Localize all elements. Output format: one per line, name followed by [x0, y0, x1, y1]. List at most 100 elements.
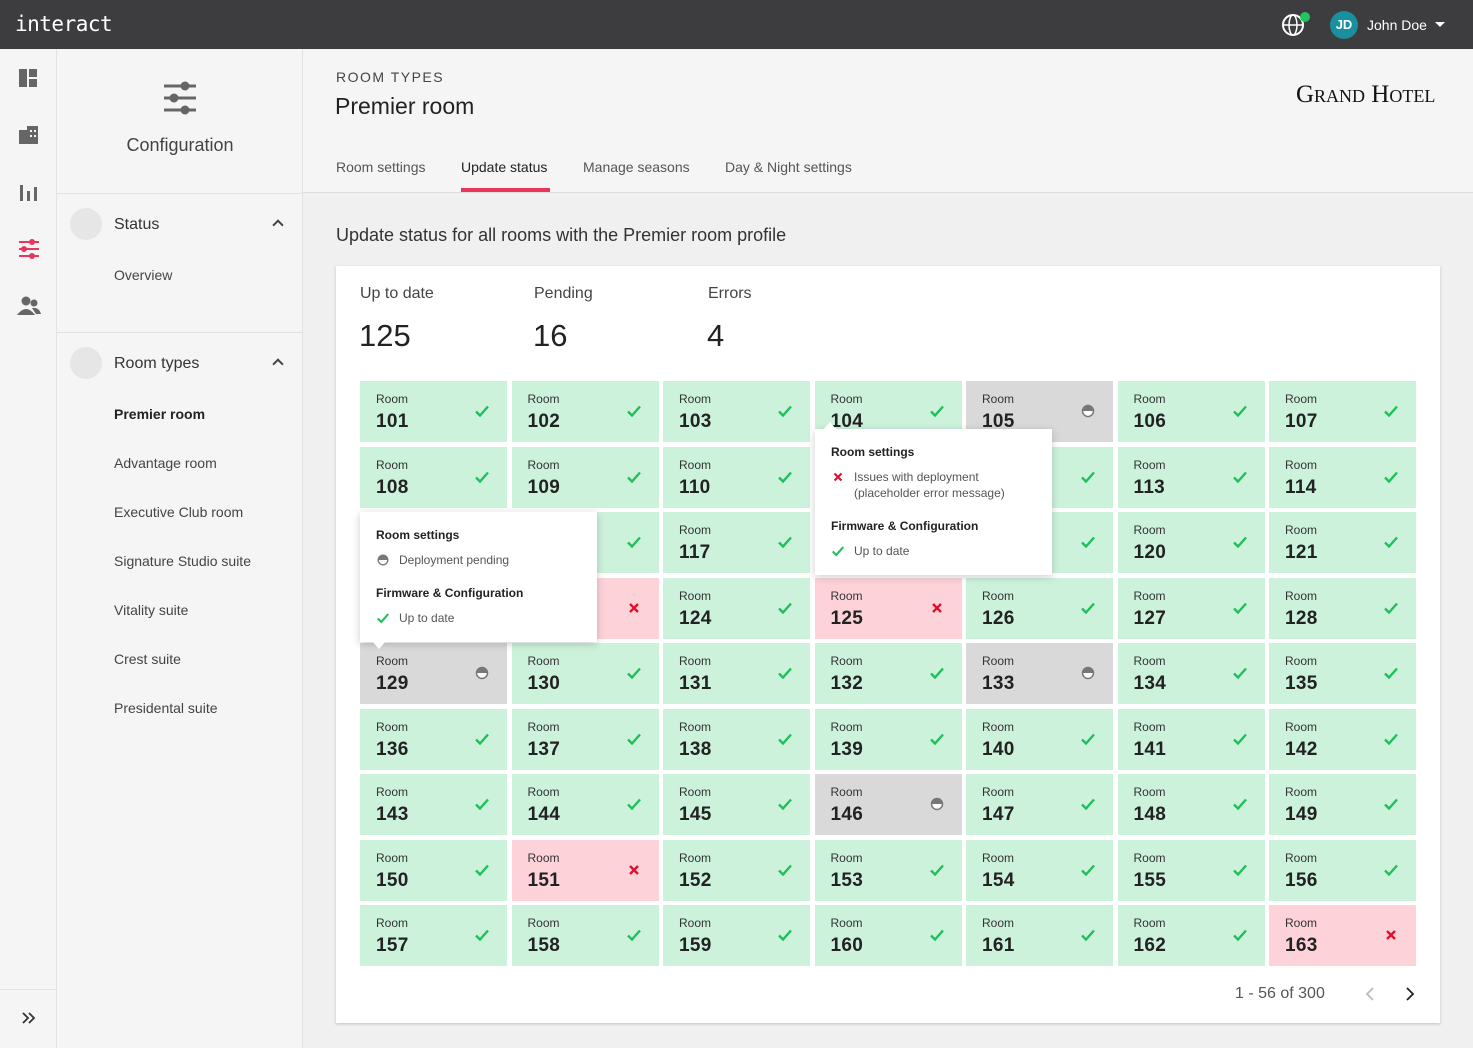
section-title[interactable]: Status	[114, 216, 159, 234]
room-cell[interactable]: Room130	[512, 643, 659, 704]
room-label: Room	[376, 851, 408, 865]
room-cell[interactable]: Room109	[512, 447, 659, 508]
sidebar-item[interactable]: Premier room	[114, 406, 205, 422]
room-number: 160	[831, 935, 864, 957]
sidebar-item[interactable]: Executive Club room	[114, 504, 243, 520]
room-cell[interactable]: Room135	[1269, 643, 1416, 704]
room-cell[interactable]: Room107	[1269, 381, 1416, 442]
room-cell[interactable]: Room127	[1118, 578, 1265, 639]
pending-icon	[1080, 665, 1096, 681]
config-icon[interactable]	[18, 238, 40, 260]
building-icon[interactable]	[18, 124, 40, 146]
room-cell[interactable]: Room145	[663, 774, 810, 835]
room-cell[interactable]: Room154	[966, 840, 1113, 901]
room-cell[interactable]: Room138	[663, 709, 810, 770]
room-cell[interactable]: Room101	[360, 381, 507, 442]
room-cell[interactable]: Room162	[1118, 905, 1265, 966]
tab[interactable]: Room settings	[336, 159, 425, 175]
room-cell[interactable]: Room141	[1118, 709, 1265, 770]
sidebar-item[interactable]: Vitality suite	[114, 602, 188, 618]
chevron[interactable]	[272, 358, 283, 369]
room-cell[interactable]: Room110	[663, 447, 810, 508]
tooltip-row: Up to date	[831, 543, 1036, 559]
room-cell[interactable]: Room129	[360, 643, 507, 704]
room-cell[interactable]: Room153	[815, 840, 962, 901]
room-cell[interactable]: Room157	[360, 905, 507, 966]
section-title[interactable]: Room types	[114, 355, 199, 373]
room-cell[interactable]: Room132	[815, 643, 962, 704]
room-cell[interactable]: Room161	[966, 905, 1113, 966]
room-cell[interactable]: Room151	[512, 840, 659, 901]
room-cell[interactable]: Room126	[966, 578, 1113, 639]
room-cell[interactable]: Room137	[512, 709, 659, 770]
room-cell[interactable]: Room156	[1269, 840, 1416, 901]
room-cell[interactable]: Room150	[360, 840, 507, 901]
room-number: 134	[1134, 673, 1167, 695]
room-number: 121	[1285, 542, 1318, 564]
tab[interactable]: Manage seasons	[583, 159, 690, 175]
room-label: Room	[1134, 785, 1166, 799]
sidebar-item[interactable]: Presidental suite	[114, 700, 218, 716]
check-icon	[626, 927, 642, 943]
caret[interactable]	[1434, 21, 1446, 29]
page-header: ROOM TYPES Premier room Grand Hotel Room…	[303, 49, 1473, 193]
stat-value: 16	[533, 318, 567, 354]
prev-page[interactable]	[1364, 987, 1376, 1001]
room-cell[interactable]: Room133	[966, 643, 1113, 704]
room-cell[interactable]: Room143	[360, 774, 507, 835]
tab[interactable]: Day & Night settings	[725, 159, 852, 175]
room-cell[interactable]: Room128	[1269, 578, 1416, 639]
sidebar-item[interactable]: Advantage room	[114, 455, 217, 471]
room-cell[interactable]: Room152	[663, 840, 810, 901]
avatar[interactable]: JD	[1330, 11, 1358, 39]
room-cell[interactable]: Room140	[966, 709, 1113, 770]
room-cell[interactable]: Room106	[1118, 381, 1265, 442]
room-cell[interactable]: Room131	[663, 643, 810, 704]
room-cell[interactable]: Room102	[512, 381, 659, 442]
room-cell[interactable]: Room136	[360, 709, 507, 770]
dashboard-icon[interactable]	[18, 67, 40, 89]
room-label: Room	[679, 523, 711, 537]
room-cell[interactable]: Room117	[663, 512, 810, 573]
stat-label: Pending	[534, 285, 593, 303]
room-cell[interactable]: Room103	[663, 381, 810, 442]
room-cell[interactable]: Room142	[1269, 709, 1416, 770]
chevron[interactable]	[272, 219, 283, 230]
room-cell[interactable]: Room144	[512, 774, 659, 835]
room-cell[interactable]: Room158	[512, 905, 659, 966]
room-cell[interactable]: Room124	[663, 578, 810, 639]
room-cell[interactable]: Room139	[815, 709, 962, 770]
room-cell[interactable]: Room125	[815, 578, 962, 639]
room-cell[interactable]: Room134	[1118, 643, 1265, 704]
room-label: Room	[831, 785, 863, 799]
room-cell[interactable]: Room121	[1269, 512, 1416, 573]
chart-icon[interactable]	[18, 181, 40, 203]
room-number: 154	[982, 870, 1015, 892]
room-cell[interactable]: Room149	[1269, 774, 1416, 835]
room-cell[interactable]: Room163	[1269, 905, 1416, 966]
room-cell[interactable]: Room146	[815, 774, 962, 835]
room-number: 103	[679, 411, 712, 433]
users-icon[interactable]	[17, 295, 41, 317]
sidebar-item[interactable]: Crest suite	[114, 651, 181, 667]
room-cell[interactable]: Room160	[815, 905, 962, 966]
room-cell[interactable]: Room108	[360, 447, 507, 508]
sidebar-item[interactable]: Signature Studio suite	[114, 553, 251, 569]
room-cell[interactable]: Room148	[1118, 774, 1265, 835]
tab[interactable]: Update status	[461, 159, 547, 175]
check-icon	[626, 665, 642, 681]
room-cell[interactable]: Room147	[966, 774, 1113, 835]
sidebar-item[interactable]: Overview	[114, 267, 172, 283]
room-cell[interactable]: Room120	[1118, 512, 1265, 573]
room-cell[interactable]: Room114	[1269, 447, 1416, 508]
room-cell[interactable]: Room113	[1118, 447, 1265, 508]
room-cell[interactable]: Room159	[663, 905, 810, 966]
room-cell[interactable]: Room155	[1118, 840, 1265, 901]
expand-icon[interactable]	[21, 1011, 37, 1025]
check-icon	[626, 403, 642, 419]
room-number: 151	[528, 870, 561, 892]
next-page[interactable]	[1404, 987, 1416, 1001]
room-label: Room	[376, 916, 408, 930]
user-name[interactable]: John Doe	[1367, 17, 1427, 33]
globe-icon[interactable]	[1281, 12, 1311, 38]
